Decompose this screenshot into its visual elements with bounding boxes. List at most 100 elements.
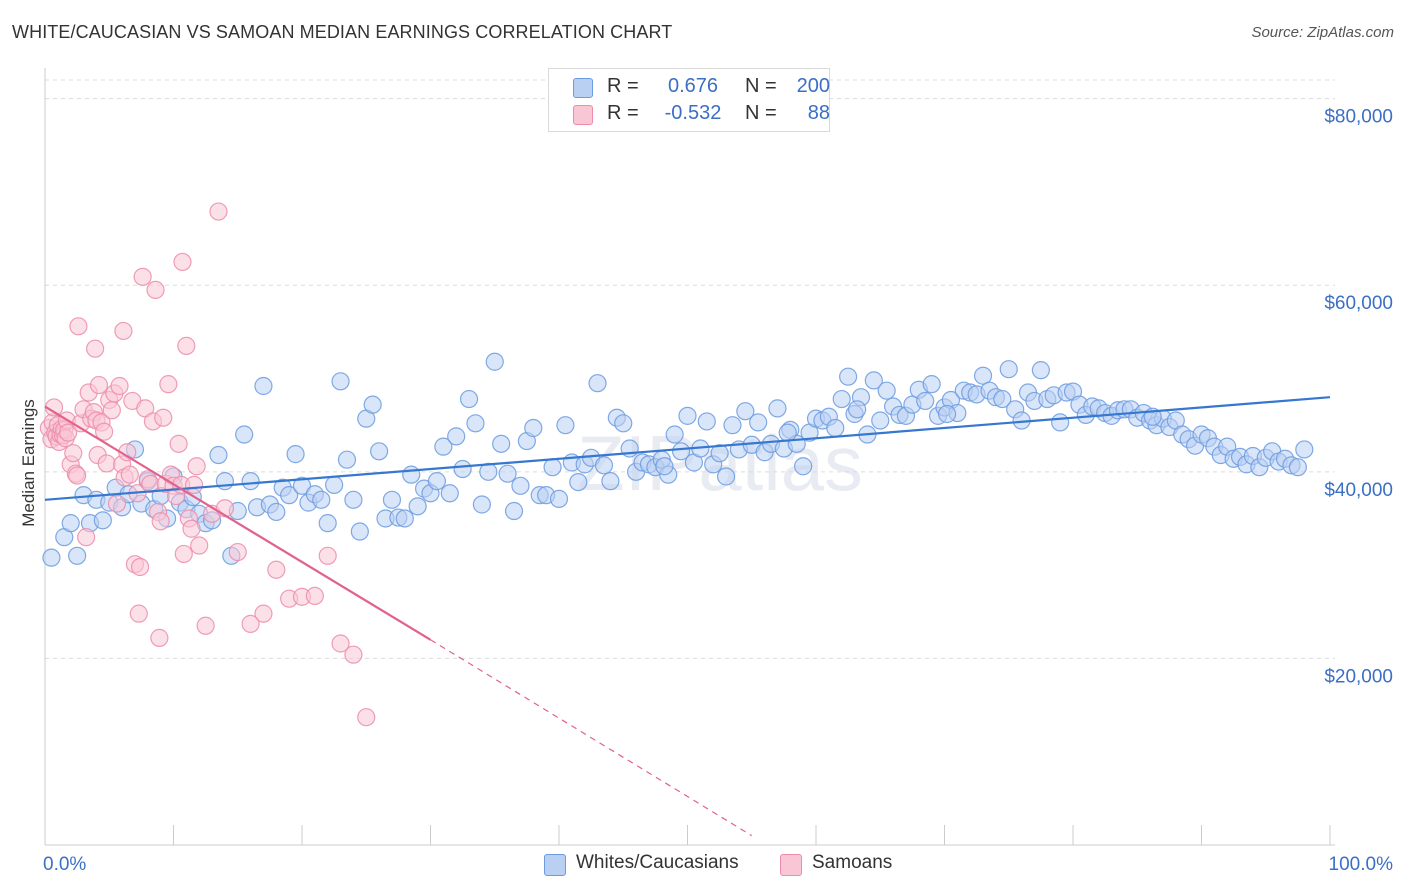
point-samoans	[331, 634, 350, 653]
point-whites	[937, 404, 957, 424]
point-samoans	[146, 280, 165, 300]
legend-r-value: 0.676	[667, 75, 719, 97]
point-whites	[325, 475, 344, 494]
point-whites	[292, 476, 312, 495]
point-samoans	[190, 536, 209, 555]
point-whites	[549, 489, 569, 508]
point-whites	[710, 444, 729, 463]
point-samoans	[69, 317, 88, 336]
point-samoans	[177, 336, 196, 355]
point-whites	[363, 395, 382, 414]
y-tick-label: $40,000	[1324, 480, 1393, 501]
point-whites	[312, 490, 331, 509]
point-whites	[723, 416, 742, 435]
point-samoans	[357, 708, 376, 727]
point-samoans	[120, 465, 139, 484]
point-whites	[839, 367, 858, 386]
point-whites	[42, 548, 61, 567]
point-whites	[832, 389, 851, 409]
point-samoans	[133, 267, 152, 286]
point-whites	[504, 501, 524, 521]
point-samoans	[97, 454, 116, 473]
point-whites	[511, 476, 530, 495]
bottom-legend-swatch-whites	[544, 854, 566, 876]
point-whites	[440, 484, 459, 503]
y-tick-label: $20,000	[1324, 666, 1393, 687]
point-samoans	[86, 339, 105, 358]
point-whites	[826, 418, 845, 438]
point-whites	[678, 406, 697, 425]
point-whites	[254, 376, 273, 396]
point-whites	[594, 456, 614, 475]
grid-lines	[45, 79, 1335, 659]
point-samoans	[68, 466, 87, 485]
y-axis-label: Median Earnings	[19, 399, 38, 527]
legend-n-label: N =	[745, 75, 777, 97]
point-samoans	[154, 408, 173, 427]
point-whites	[778, 423, 797, 442]
point-whites	[453, 459, 472, 479]
point-whites	[556, 416, 575, 435]
point-samoans	[130, 557, 150, 577]
point-whites	[280, 486, 299, 505]
point-whites	[1295, 440, 1314, 459]
correlation-legend: R = 0.676 N = 200 R = -0.532 N = 88	[548, 68, 830, 132]
legend-n-value: 200	[796, 75, 830, 97]
point-whites	[697, 412, 716, 431]
chart-source: Source: ZipAtlas.com	[1251, 24, 1394, 41]
point-samoans	[89, 375, 109, 395]
point-samoans	[209, 202, 228, 221]
point-whites	[916, 391, 935, 411]
point-samoans	[77, 528, 96, 547]
trend-line-samoans	[44, 405, 432, 641]
point-whites	[93, 511, 112, 530]
point-samoans	[241, 614, 260, 633]
point-samoans	[254, 604, 273, 623]
point-whites	[466, 414, 485, 433]
legend-swatch-whites	[573, 78, 593, 98]
point-whites	[716, 467, 736, 486]
bottom-legend-label-whites: Whites/Caucasians	[576, 852, 739, 873]
point-samoans	[318, 546, 337, 565]
point-samoans	[169, 434, 188, 453]
point-samoans	[114, 321, 133, 341]
point-samoans	[107, 494, 127, 513]
point-whites	[671, 442, 691, 461]
point-whites	[543, 458, 562, 477]
point-whites	[61, 514, 80, 533]
point-whites	[569, 472, 588, 492]
point-whites	[370, 442, 389, 461]
point-whites	[749, 413, 768, 432]
trend-line-samoans-extension	[430, 639, 753, 837]
point-whites	[922, 375, 941, 394]
point-samoans	[64, 444, 83, 463]
point-samoans	[159, 375, 178, 394]
point-whites	[492, 434, 511, 453]
point-whites	[1031, 361, 1050, 380]
point-whites	[864, 371, 883, 390]
point-whites	[408, 497, 427, 516]
legend-r-label: R =	[607, 75, 639, 97]
point-whites	[337, 450, 357, 469]
y-tick-label: $80,000	[1324, 107, 1393, 128]
point-whites	[68, 546, 87, 565]
point-whites	[768, 399, 787, 418]
point-samoans	[184, 475, 204, 494]
point-whites	[331, 372, 350, 391]
x-tick-label-min: 0.0%	[43, 854, 86, 875]
point-whites	[318, 514, 337, 533]
point-whites	[427, 472, 447, 491]
point-whites	[614, 414, 633, 433]
point-samoans	[267, 560, 286, 579]
point-whites	[344, 490, 363, 509]
data-points	[39, 202, 1314, 727]
point-whites	[848, 400, 867, 419]
point-samoans	[102, 401, 121, 420]
x-tick-label-max: 100.0%	[1329, 854, 1394, 875]
legend-n-label: N =	[745, 102, 777, 124]
point-samoans	[151, 512, 170, 531]
chart-title: WHITE/CAUCASIAN VS SAMOAN MEDIAN EARNING…	[12, 22, 673, 42]
point-whites	[665, 425, 684, 444]
point-whites	[350, 522, 369, 541]
point-whites	[485, 352, 504, 371]
